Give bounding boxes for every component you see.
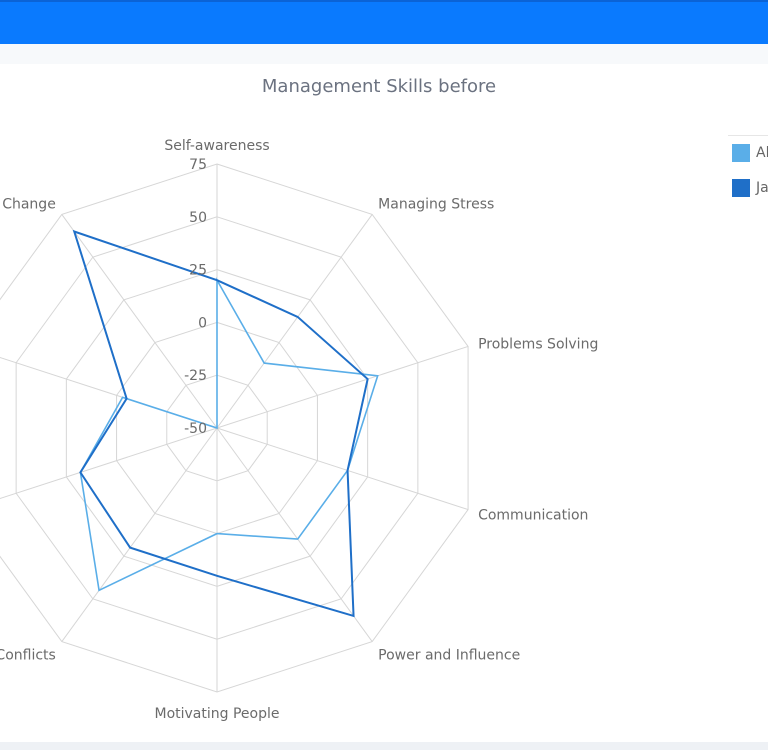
radial-tick-label: 75 <box>189 157 207 173</box>
category-label: Conflicts <box>0 648 56 664</box>
grid-ring <box>0 163 469 693</box>
legend-label-series-2: Ja <box>756 180 768 196</box>
series-line-1 <box>79 277 379 592</box>
legend: Al Ja <box>728 135 768 200</box>
category-label: Change <box>2 196 56 212</box>
header-strip <box>0 44 768 64</box>
legend-item-series-2[interactable]: Ja <box>732 179 768 197</box>
legend-swatch-series-1 <box>732 144 750 162</box>
grid-spoke <box>0 427 218 500</box>
category-label: Self-awareness <box>164 138 269 154</box>
grid-spoke <box>61 427 218 642</box>
radial-tick-label: -50 <box>184 421 207 437</box>
legend-item-series-1[interactable]: Al <box>732 144 768 162</box>
category-label: Communication <box>478 508 588 524</box>
radial-tick-label: 0 <box>198 315 207 331</box>
top-app-bar <box>0 0 768 46</box>
radial-tick-label: -25 <box>184 368 207 384</box>
grid-spoke <box>216 427 373 642</box>
legend-label-series-1: Al <box>756 145 768 161</box>
grid-spoke <box>216 214 373 429</box>
grid-spoke <box>216 427 469 511</box>
chart-title: Management Skills before <box>261 76 497 97</box>
grid-spoke <box>216 345 469 429</box>
category-label: Motivating People <box>155 706 280 722</box>
radial-tick-label: 50 <box>189 210 207 226</box>
category-label: Managing Stress <box>378 196 494 212</box>
category-label: Problems Solving <box>478 336 598 352</box>
grid-spoke <box>61 214 218 429</box>
series-line-2 <box>72 229 369 618</box>
page-bottom-edge <box>0 742 768 750</box>
legend-swatch-series-2 <box>732 179 750 197</box>
radial-tick-label: 25 <box>189 263 207 279</box>
category-label: Power and Influence <box>378 648 520 664</box>
